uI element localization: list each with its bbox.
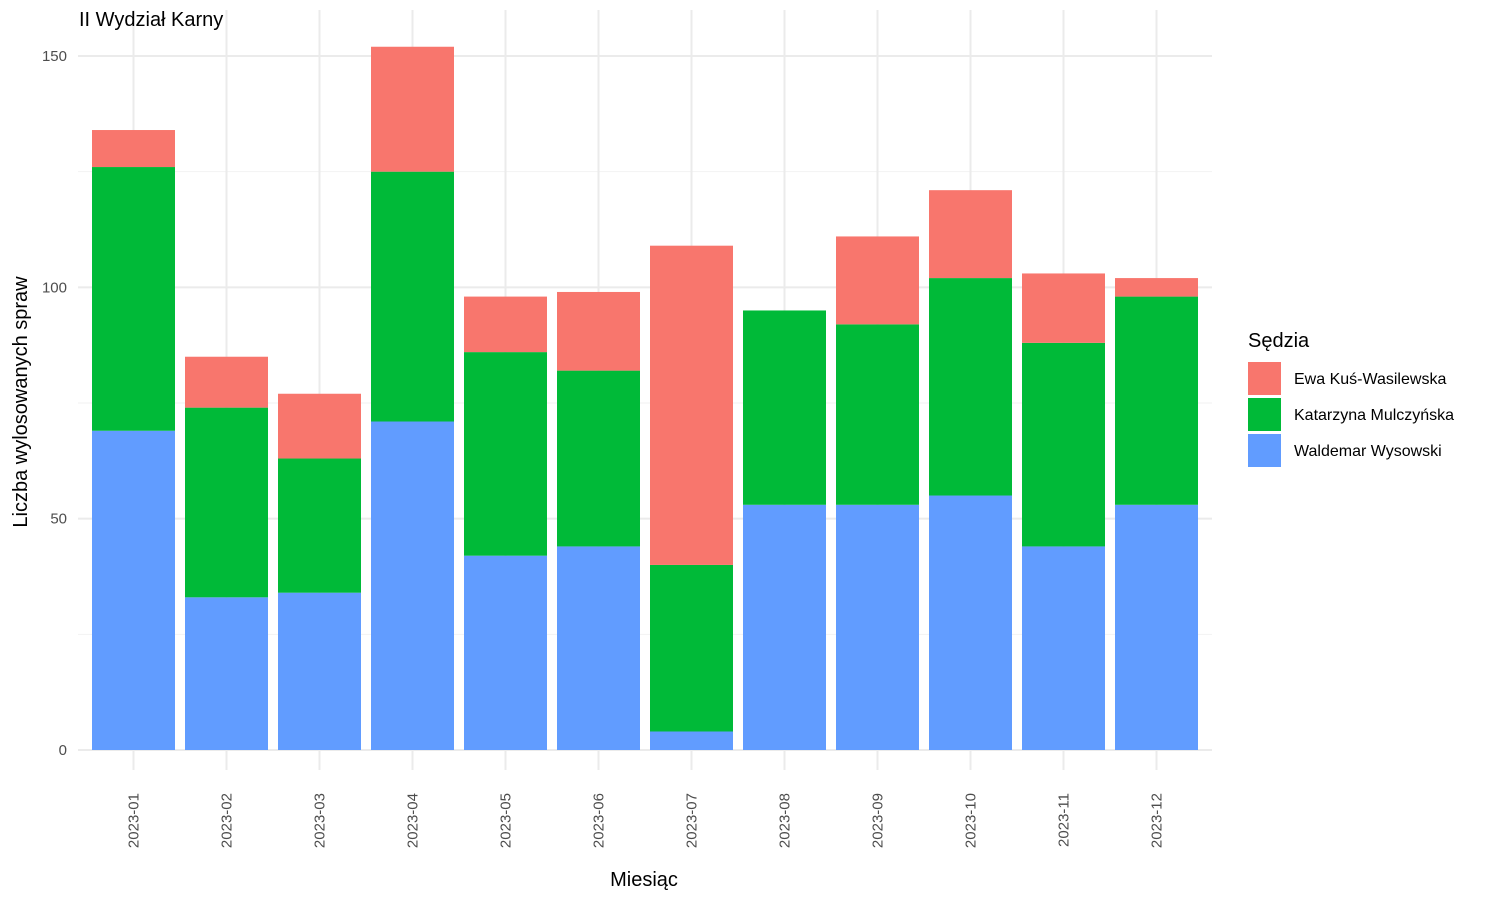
- bar-segment: [371, 171, 454, 422]
- bar-segment: [650, 731, 733, 750]
- bar-segment: [278, 393, 361, 459]
- bar-segment: [185, 597, 268, 750]
- bar-segment: [743, 504, 826, 750]
- x-tick-label: 2023-05: [498, 793, 515, 848]
- legend-label: Katarzyna Mulczyńska: [1294, 407, 1454, 424]
- bar-segment: [185, 356, 268, 408]
- bar-segment: [836, 504, 919, 750]
- bar-segment: [92, 130, 175, 168]
- legend-swatch: [1248, 362, 1281, 395]
- x-tick-label: 2023-08: [777, 793, 794, 848]
- bar-segment: [278, 458, 361, 593]
- bar-segment: [929, 190, 1012, 279]
- y-tick-label: 0: [59, 742, 67, 759]
- bar-segment: [557, 546, 640, 750]
- legend-swatch: [1248, 434, 1281, 467]
- bar-segment: [1115, 296, 1198, 505]
- bar-segment: [650, 245, 733, 565]
- x-tick-label: 2023-09: [870, 793, 887, 848]
- y-tick-label: 150: [42, 48, 67, 65]
- bar-segment: [464, 296, 547, 353]
- bar-segment: [464, 352, 547, 556]
- bar-segment: [743, 310, 826, 505]
- bar-segment: [1115, 504, 1198, 750]
- bar-segment: [278, 592, 361, 750]
- y-tick-label: 50: [50, 511, 67, 528]
- x-tick-label: 2023-11: [1056, 793, 1073, 847]
- bar-segment: [836, 324, 919, 505]
- bar-segment: [557, 291, 640, 371]
- x-tick-label: 2023-01: [126, 793, 143, 848]
- y-axis-ticks: 0 50 100 150: [42, 48, 67, 759]
- bar-segment: [929, 495, 1012, 750]
- y-axis-title: Liczba wylosowanych spraw: [10, 276, 32, 528]
- bar-segment: [92, 167, 175, 431]
- bar-segment: [1022, 273, 1105, 343]
- bar-segment: [371, 46, 454, 172]
- bar-segment: [371, 421, 454, 750]
- bar-segment: [929, 278, 1012, 496]
- x-axis-ticks: 2023-01 2023-02 2023-03 2023-04 2023-05 2023-…: [126, 793, 1166, 848]
- x-tick-label: 2023-07: [684, 793, 701, 848]
- y-tick-label: 100: [42, 279, 67, 296]
- bar-segment: [650, 564, 733, 732]
- legend-label: Waldemar Wysowski: [1294, 443, 1442, 460]
- x-axis-title: Miesiąc: [610, 869, 678, 891]
- chart-title: II Wydział Karny: [79, 9, 223, 31]
- bar-segment: [92, 430, 175, 750]
- bars: [92, 46, 1198, 750]
- legend: Sędzia Ewa Kuś-Wasilewska Katarzyna Mulcz…: [1248, 330, 1454, 467]
- legend-swatch: [1248, 398, 1281, 431]
- x-tick-label: 2023-12: [1149, 793, 1166, 848]
- bar-segment: [185, 407, 268, 598]
- x-tick-label: 2023-03: [312, 793, 329, 848]
- bar-segment: [836, 236, 919, 325]
- bar-segment: [1022, 342, 1105, 547]
- bar-segment: [464, 555, 547, 750]
- x-tick-label: 2023-10: [963, 793, 980, 848]
- x-tick-label: 2023-02: [219, 793, 236, 848]
- legend-title: Sędzia: [1248, 330, 1310, 352]
- bar-segment: [1115, 278, 1198, 297]
- bar-segment: [557, 370, 640, 547]
- legend-label: Ewa Kuś-Wasilewska: [1294, 371, 1446, 388]
- bar-segment: [1022, 546, 1105, 750]
- x-tick-label: 2023-06: [591, 793, 608, 848]
- x-tick-label: 2023-04: [405, 793, 422, 848]
